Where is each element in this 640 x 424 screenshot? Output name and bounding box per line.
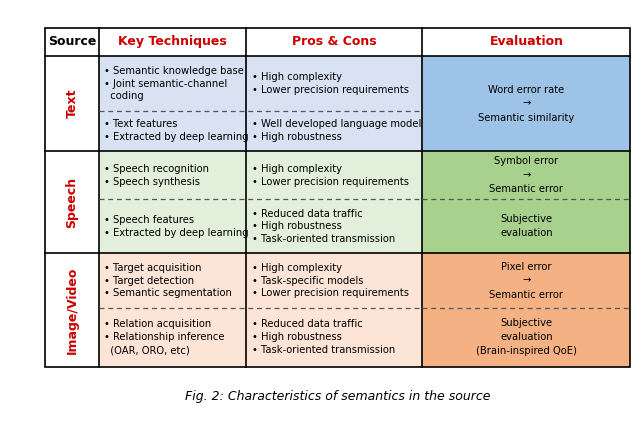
Bar	[99, 254, 246, 308]
Text: • Semantic knowledge base
• Joint semantic-channel
  coding: • Semantic knowledge base • Joint semant…	[104, 66, 244, 101]
Bar	[99, 151, 246, 199]
Text: Fig. 2: Characteristics of semantics in the source: Fig. 2: Characteristics of semantics in …	[185, 390, 491, 403]
Text: Source: Source	[48, 36, 96, 48]
Text: Pros & Cons: Pros & Cons	[292, 36, 377, 48]
Bar	[99, 56, 246, 111]
Bar	[45, 254, 99, 308]
Bar	[246, 56, 422, 111]
Bar	[45, 56, 99, 111]
Bar	[422, 199, 630, 254]
Bar	[246, 199, 422, 254]
Bar	[246, 151, 422, 199]
Text: • High complexity
• Lower precision requirements: • High complexity • Lower precision requ…	[252, 164, 408, 187]
Bar	[246, 308, 422, 367]
Text: Pixel error
→
Semantic error: Pixel error → Semantic error	[490, 262, 563, 300]
Bar	[45, 28, 630, 56]
Text: • Reduced data traffic
• High robustness
• Task-oriented transmission: • Reduced data traffic • High robustness…	[252, 319, 395, 355]
Bar	[45, 28, 630, 367]
Bar	[422, 254, 630, 308]
Bar	[45, 151, 99, 254]
Text: • Reduced data traffic
• High robustness
• Task-oriented transmission: • Reduced data traffic • High robustness…	[252, 209, 395, 244]
Text: Text: Text	[65, 89, 79, 118]
Bar	[45, 199, 99, 254]
Text: Key Techniques: Key Techniques	[118, 36, 227, 48]
Text: Symbol error
→
Semantic error: Symbol error → Semantic error	[490, 156, 563, 194]
Text: • Text features
• Extracted by deep learning: • Text features • Extracted by deep lear…	[104, 120, 249, 142]
Text: Evaluation: Evaluation	[490, 36, 563, 48]
Text: • High complexity
• Task-specific models
• Lower precision requirements: • High complexity • Task-specific models…	[252, 263, 408, 298]
Bar	[45, 111, 99, 151]
Bar	[422, 56, 630, 151]
Text: • Speech recognition
• Speech synthesis: • Speech recognition • Speech synthesis	[104, 164, 209, 187]
Bar	[45, 56, 99, 151]
Bar	[45, 151, 99, 199]
Text: Speech: Speech	[65, 177, 79, 228]
Text: Subjective
evaluation
(Brain-inspired QoE): Subjective evaluation (Brain-inspired Qo…	[476, 318, 577, 356]
Bar	[45, 308, 99, 367]
Bar	[99, 308, 246, 367]
Bar	[422, 308, 630, 367]
Text: Subjective
evaluation: Subjective evaluation	[500, 214, 553, 238]
Text: • Relation acquisition
• Relationship inference
  (OAR, ORO, etc): • Relation acquisition • Relationship in…	[104, 319, 225, 355]
Text: Word error rate
→
Semantic similarity: Word error rate → Semantic similarity	[478, 85, 575, 123]
Bar	[246, 254, 422, 308]
Bar	[246, 111, 422, 151]
Text: • Speech features
• Extracted by deep learning: • Speech features • Extracted by deep le…	[104, 215, 249, 238]
Bar	[422, 151, 630, 199]
Bar	[45, 254, 99, 367]
Bar	[99, 199, 246, 254]
Text: • Well developed language model
• High robustness: • Well developed language model • High r…	[252, 120, 421, 142]
Text: • High complexity
• Lower precision requirements: • High complexity • Lower precision requ…	[252, 72, 408, 95]
Text: • Target acquisition
• Target detection
• Semantic segmentation: • Target acquisition • Target detection …	[104, 263, 232, 298]
Text: Image/Video: Image/Video	[65, 266, 79, 354]
Bar	[99, 111, 246, 151]
